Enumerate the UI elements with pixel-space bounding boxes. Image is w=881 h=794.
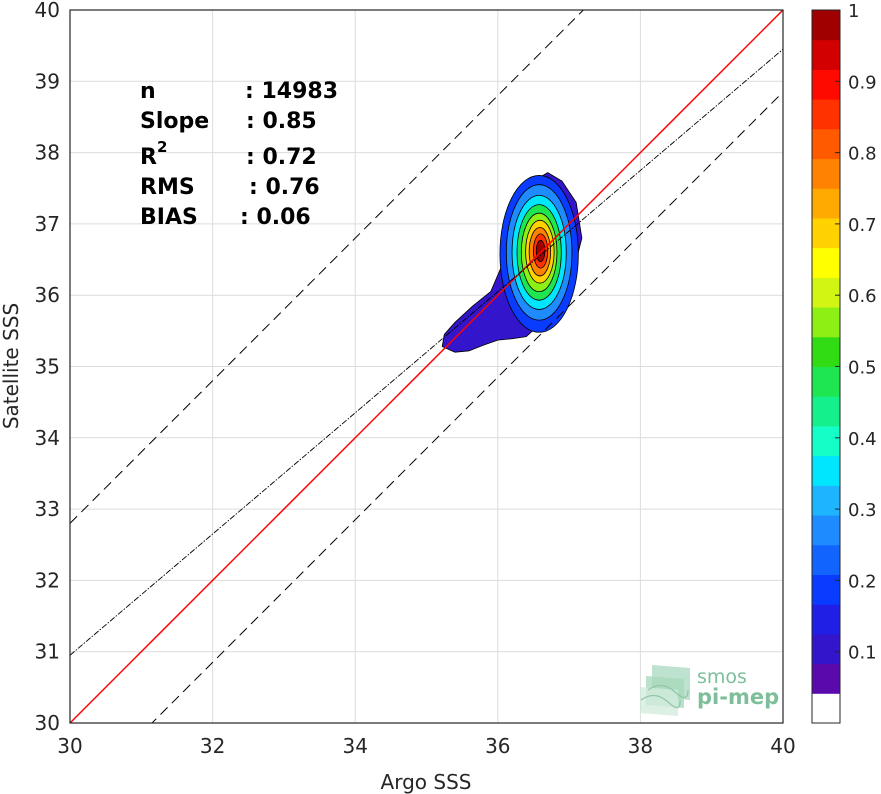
colorbar-segment [812, 247, 840, 278]
colorbar-tick-label: 0.7 [848, 215, 877, 236]
stat-slope-value: : 0.85 [246, 109, 317, 134]
colorbar-tick-label: 0.1 [848, 643, 877, 664]
colorbar-segment [812, 158, 840, 189]
colorbar-segment [812, 99, 840, 130]
stat-bias-value: : 0.06 [240, 205, 311, 230]
stat-r2-value: : 0.72 [246, 145, 317, 170]
regression-line [70, 48, 783, 656]
colorbar [811, 9, 841, 724]
colorbar-segment [812, 10, 840, 41]
lower-bound-line [151, 91, 783, 723]
colorbar-segment [812, 515, 840, 546]
colorbar-tick-label: 0.4 [848, 429, 877, 450]
colorbar-tick-label: 1 [848, 1, 859, 22]
colorbar-tick-label: 0.6 [848, 286, 877, 307]
logo-waves-icon [640, 665, 690, 716]
y-tick-label: 34 [35, 426, 60, 450]
colorbar-segment [812, 396, 840, 427]
colorbar-segment [812, 663, 840, 694]
colorbar-tick-labels: 0.1 0.2 0.3 0.4 0.5 0.6 0.7 0.8 0.9 1 [835, 1, 877, 664]
colorbar-tick-label: 0.3 [848, 500, 877, 521]
colorbar-segment [812, 574, 840, 605]
density-contours [441, 172, 583, 353]
colorbar-segment [812, 277, 840, 308]
colorbar-segment [812, 128, 840, 160]
stat-bias-label: BIAS [140, 205, 198, 230]
colorbar-tick-label: 0.5 [848, 358, 877, 379]
colorbar-segment [812, 69, 840, 100]
x-tick-label: 34 [342, 734, 367, 758]
colorbar-segment [812, 366, 840, 397]
y-tick-label: 33 [35, 497, 60, 521]
upper-bound-line [70, 10, 585, 524]
colorbar-segment [812, 485, 840, 516]
colorbar-tick-label: 0.8 [848, 144, 877, 165]
identity-line [70, 10, 783, 723]
y-tick-label: 31 [35, 640, 60, 664]
stat-slope-label: Slope [140, 109, 209, 134]
x-tick-label: 40 [770, 734, 795, 758]
x-tick-label: 36 [485, 734, 510, 758]
y-axis-label: Satellite SSS [0, 303, 23, 429]
plot-frame [69, 9, 784, 724]
logo-text-smos: smos [697, 666, 747, 688]
reference-lines [70, 10, 783, 723]
x-tick-labels: 30 32 34 36 38 40 [57, 734, 795, 758]
colorbar-segment [812, 39, 840, 70]
stat-r2-superscript: 2 [157, 138, 167, 156]
colorbar-segment [812, 693, 840, 724]
x-tick-label: 30 [57, 734, 82, 758]
x-tick-label: 38 [628, 734, 653, 758]
colorbar-segment [812, 455, 840, 486]
y-tick-labels: 30 31 32 33 34 35 36 37 38 39 40 [35, 0, 60, 735]
smos-pi-mep-logo: smos pi-mep [640, 665, 779, 716]
stat-rms-value: : 0.76 [249, 175, 320, 200]
colorbar-segment [812, 544, 840, 575]
y-tick-label: 40 [35, 0, 60, 22]
y-tick-label: 35 [35, 355, 60, 379]
logo-text-pi-mep: pi-mep [697, 685, 779, 709]
colorbar-segment [812, 604, 840, 635]
y-tick-label: 38 [35, 141, 60, 165]
y-tick-label: 39 [35, 69, 60, 93]
stat-n-label: n [140, 79, 156, 104]
colorbar-tick-label: 0.2 [848, 571, 877, 592]
x-tick-label: 32 [200, 734, 225, 758]
x-axis-label: Argo SSS [381, 770, 472, 794]
y-tick-label: 32 [35, 568, 60, 592]
stat-rms-label: RMS [140, 175, 195, 200]
colorbar-segment [812, 188, 840, 219]
density-contour-ring [535, 239, 546, 263]
stat-n-value: : 14983 [245, 79, 338, 104]
colorbar-tick-label: 0.9 [848, 72, 877, 93]
colorbar-segment [812, 425, 840, 457]
stats-box: n : 14983 Slope : 0.85 R 2 : 0.72 RMS : … [140, 79, 338, 230]
y-tick-label: 36 [35, 283, 60, 307]
colorbar-segment [812, 633, 840, 665]
colorbar-segment [812, 336, 840, 367]
y-tick-label: 30 [35, 711, 60, 735]
colorbar-segment [812, 307, 840, 338]
y-tick-label: 37 [35, 212, 60, 236]
stat-r2-label: R [140, 145, 157, 170]
colorbar-segment [812, 217, 840, 249]
